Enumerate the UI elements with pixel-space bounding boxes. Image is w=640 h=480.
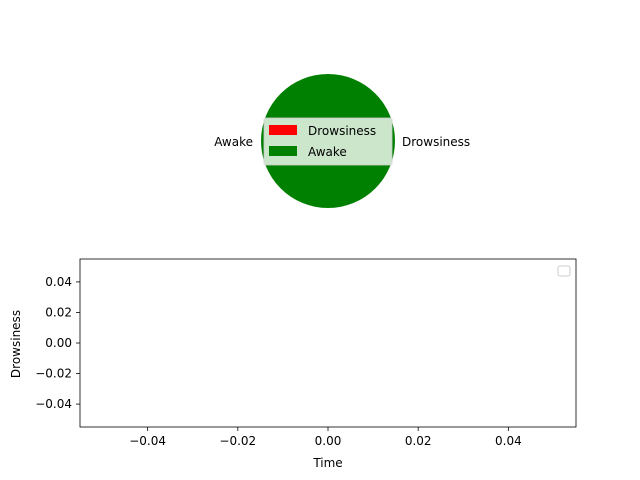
x-tick-label: 0.00 — [315, 434, 342, 448]
legend-swatch-awake — [269, 146, 297, 156]
line-chart: −0.04 −0.02 0.00 0.02 0.04 0.04 0.02 0.00 −0.02… — [9, 258, 577, 470]
pie-label-awake: Awake — [214, 135, 253, 149]
empty-legend-box — [557, 265, 571, 277]
pie-chart: Drowsiness Awake Drowsiness Awake — [214, 74, 470, 208]
y-tick-label: 0.04 — [45, 275, 72, 289]
x-axis-label: Time — [312, 456, 342, 470]
pie-legend: Drowsiness Awake — [263, 117, 393, 166]
pie-label-drowsiness: Drowsiness — [402, 135, 470, 149]
y-axis-label: Drowsiness — [9, 310, 23, 378]
legend-label-awake: Awake — [308, 145, 347, 159]
y-axis-ticks: 0.04 0.02 0.00 −0.02 −0.04 — [35, 275, 80, 411]
x-tick-label: 0.04 — [495, 434, 522, 448]
x-axis-ticks: −0.04 −0.02 0.00 0.02 0.04 — [129, 427, 522, 448]
y-tick-label: −0.04 — [35, 397, 72, 411]
x-tick-label: 0.02 — [405, 434, 432, 448]
x-tick-label: −0.04 — [129, 434, 166, 448]
legend-label-drowsiness: Drowsiness — [308, 124, 376, 138]
legend-swatch-drowsiness — [269, 125, 297, 135]
x-tick-label: −0.02 — [219, 434, 256, 448]
axes-frame — [79, 258, 577, 428]
y-tick-label: −0.02 — [35, 367, 72, 381]
y-tick-label: 0.02 — [45, 305, 72, 319]
y-tick-label: 0.00 — [45, 336, 72, 350]
